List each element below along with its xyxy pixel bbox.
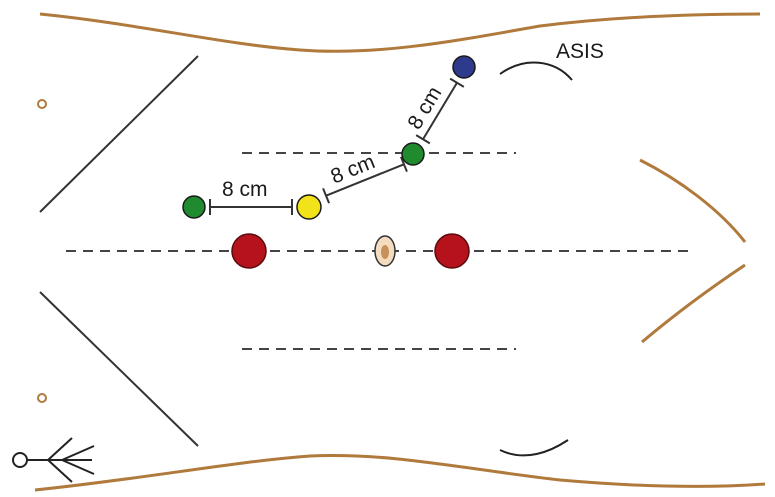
body-outline-top bbox=[39, 12, 761, 53]
rib-margin-line-bottom bbox=[39, 291, 199, 447]
measure-2: 8 cm bbox=[322, 150, 408, 204]
port-red-left bbox=[231, 233, 267, 269]
measure-tick-2a bbox=[322, 187, 330, 204]
asis-curve-bottom bbox=[499, 439, 569, 457]
umbilicus-center bbox=[381, 245, 389, 259]
head-direction-icon bbox=[12, 437, 95, 483]
right-leg-curve-top bbox=[639, 158, 747, 243]
measure-tick-2b bbox=[400, 156, 408, 173]
distance-label-2: 8 cm bbox=[327, 150, 378, 188]
port-green-middle bbox=[401, 142, 425, 166]
measure-tick-3b bbox=[449, 77, 465, 88]
rib-margin-line-top bbox=[39, 55, 199, 213]
measure-3: 8 cm bbox=[403, 77, 465, 145]
port-red-right bbox=[434, 233, 470, 269]
nipple-top bbox=[37, 99, 47, 109]
distance-label-3: 8 cm bbox=[403, 83, 446, 134]
distance-label-1: 8 cm bbox=[222, 178, 268, 201]
port-blue bbox=[452, 55, 476, 79]
port-green-left bbox=[182, 195, 206, 219]
measure-line-3 bbox=[422, 82, 458, 140]
port-yellow bbox=[296, 194, 322, 220]
asis-label: ASIS bbox=[556, 40, 604, 63]
right-leg-curve-bottom bbox=[641, 263, 746, 344]
body-outline-bottom bbox=[34, 453, 766, 492]
asis-curve-top bbox=[499, 61, 573, 81]
nipple-bottom bbox=[37, 393, 47, 403]
measure-line-2 bbox=[325, 163, 405, 197]
measure-tick-3a bbox=[415, 134, 431, 145]
